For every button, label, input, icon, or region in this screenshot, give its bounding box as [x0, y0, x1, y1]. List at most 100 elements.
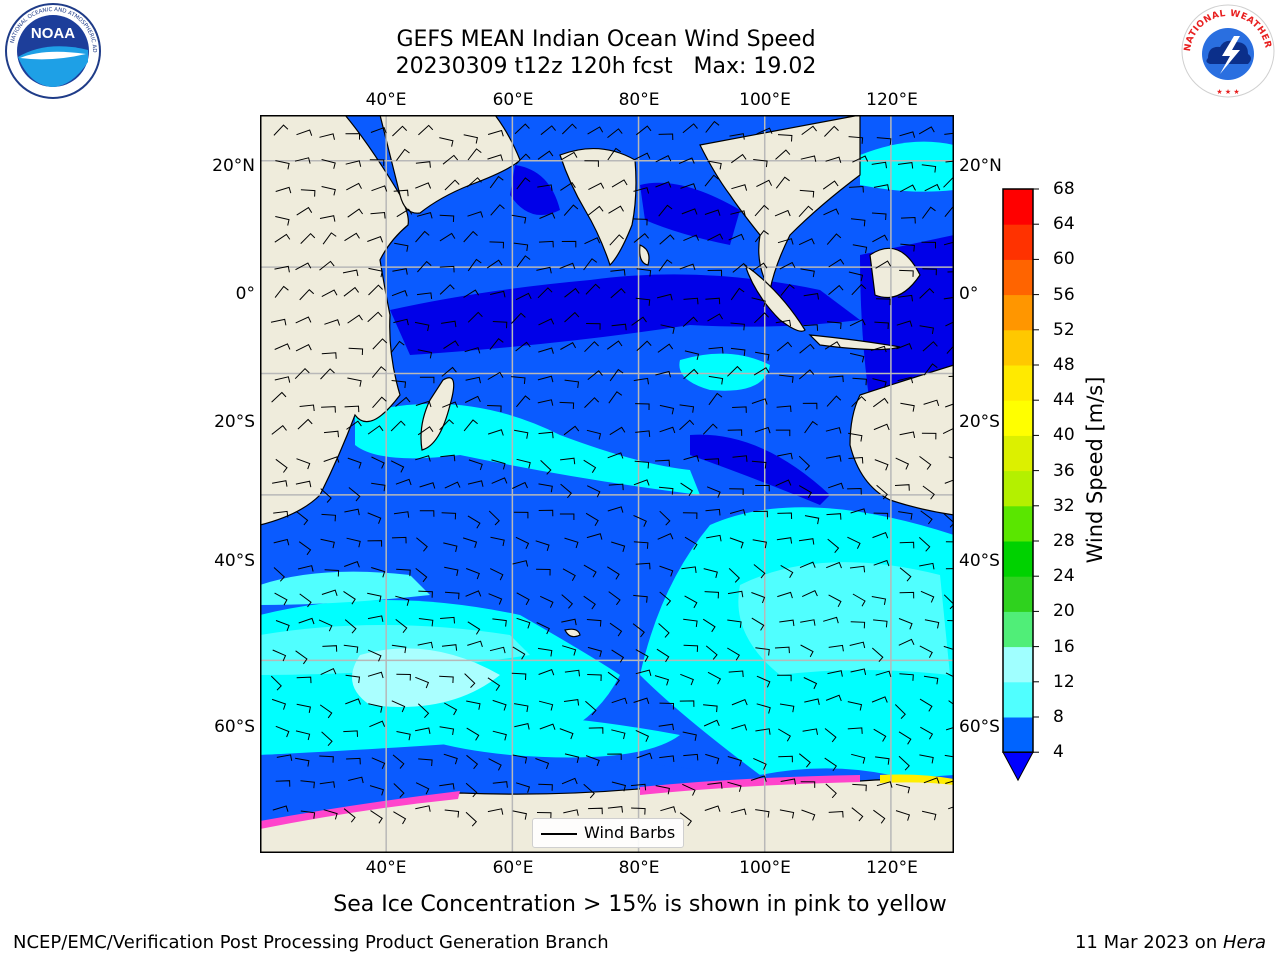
wind-barb — [319, 781, 335, 788]
wind-barb — [511, 672, 527, 681]
wind-barb — [444, 566, 459, 576]
colorbar-segment — [1003, 329, 1033, 366]
wind-barb — [466, 177, 482, 188]
wind-barb — [559, 728, 574, 740]
wind-barb — [298, 617, 315, 625]
wind-barb — [487, 429, 504, 436]
wind-barb — [754, 230, 769, 243]
wind-barb — [778, 755, 793, 763]
wind-barb — [419, 482, 436, 489]
wind-barb — [607, 147, 622, 161]
wind-barb — [275, 620, 290, 632]
wind-barb — [804, 420, 818, 434]
wind-barb — [393, 318, 409, 326]
wind-barb — [419, 510, 435, 517]
colorbar — [1002, 188, 1039, 782]
wind-barb — [899, 431, 916, 438]
wind-barb — [371, 185, 388, 192]
lon-label-bottom-60e: 60°E — [492, 858, 534, 878]
wind-barb — [851, 807, 864, 822]
wind-barb — [295, 316, 312, 324]
wind-barb — [636, 268, 652, 277]
wind-barb — [372, 338, 388, 350]
wind-barb — [775, 176, 790, 189]
wind-barb — [897, 162, 914, 169]
wind-barb — [945, 780, 954, 784]
wind-barb — [876, 137, 892, 145]
wind-barb — [779, 809, 795, 819]
wind-barb — [729, 537, 744, 549]
wind-barb — [299, 288, 315, 301]
wind-barb — [439, 265, 455, 273]
wind-barb — [295, 262, 312, 271]
wind-barb — [873, 559, 890, 567]
wind-barb — [276, 754, 293, 761]
wind-barb — [727, 647, 740, 661]
wind-barb — [801, 590, 818, 598]
wind-barb — [607, 128, 623, 138]
wind-barb — [561, 123, 577, 135]
wind-barb — [608, 391, 623, 404]
lat-label-right-60s: 60°S — [959, 717, 1000, 737]
wind-barb — [271, 698, 287, 710]
wind-barb — [561, 151, 578, 160]
wind-barb — [345, 133, 360, 140]
wind-barb — [465, 782, 478, 798]
wind-barb — [321, 513, 337, 522]
wind-barb — [561, 240, 577, 248]
lon-label-bottom-40e: 40°E — [365, 858, 407, 878]
colorbar-segment — [1003, 505, 1033, 542]
wind-barb — [899, 269, 914, 277]
colorbar-tick-label: 28 — [1053, 531, 1075, 551]
colorbar-tick-label: 44 — [1053, 390, 1075, 411]
wind-barb — [659, 234, 675, 245]
wind-barb — [658, 259, 673, 272]
wind-barb — [872, 378, 887, 388]
wind-barb — [798, 455, 811, 471]
wind-barb — [537, 399, 554, 406]
wind-barb — [775, 479, 792, 487]
wind-barb — [802, 728, 818, 735]
wind-barb — [731, 698, 748, 706]
wind-barb — [444, 591, 460, 600]
wind-barb — [872, 531, 889, 539]
wind-barb — [683, 234, 700, 242]
wind-barb — [800, 268, 815, 278]
wind-barb — [798, 238, 815, 246]
lat-label-right-20s: 20°S — [959, 412, 1000, 432]
wind-barb — [440, 454, 456, 462]
wind-barb — [727, 781, 742, 792]
wind-barb — [730, 210, 746, 217]
wind-barb — [321, 406, 336, 413]
wind-barb — [367, 311, 383, 323]
wind-barb — [443, 340, 459, 350]
wind-barb — [633, 594, 648, 603]
wind-barb — [924, 183, 941, 192]
wind-barb — [678, 157, 695, 164]
wind-barb — [492, 699, 507, 711]
wind-barb — [296, 206, 313, 216]
colorbar-segment — [1003, 576, 1033, 612]
wind-barb — [826, 513, 842, 520]
wind-barb — [801, 809, 816, 821]
wind-barb — [559, 513, 575, 520]
wind-barb — [732, 262, 748, 273]
wind-barb — [392, 268, 408, 275]
wind-barb — [344, 232, 360, 242]
wind-barb — [584, 341, 599, 353]
wind-barb — [779, 261, 796, 270]
wind-barb — [728, 568, 741, 583]
wind-barb — [417, 349, 433, 359]
colorbar-segment — [1003, 189, 1033, 225]
wind-barb — [849, 319, 866, 327]
wind-barb — [324, 569, 340, 577]
wind-barb — [393, 783, 405, 798]
wind-barb — [441, 320, 457, 328]
wind-barb — [462, 537, 478, 548]
wind-barb — [464, 395, 481, 403]
wind-barb — [395, 478, 412, 486]
wind-barb — [798, 205, 814, 218]
wind-barb — [441, 366, 457, 377]
wind-barb — [707, 233, 724, 241]
wind-barb — [798, 485, 812, 499]
